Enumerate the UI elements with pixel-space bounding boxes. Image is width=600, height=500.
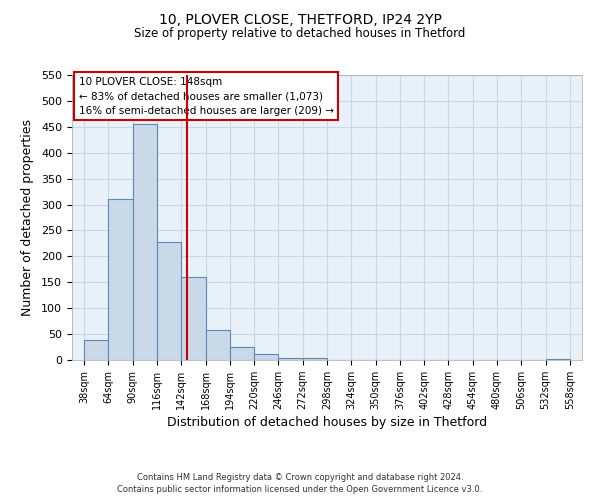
X-axis label: Distribution of detached houses by size in Thetford: Distribution of detached houses by size …: [167, 416, 487, 429]
Bar: [109, 200, 133, 360]
Bar: [545, 359, 570, 360]
Bar: [157, 242, 181, 360]
Bar: [303, 358, 327, 360]
Y-axis label: Number of detached properties: Number of detached properties: [21, 119, 34, 316]
Bar: [84, 340, 109, 360]
Text: Size of property relative to detached houses in Thetford: Size of property relative to detached ho…: [134, 28, 466, 40]
Bar: [206, 330, 230, 360]
Text: Contains HM Land Registry data © Crown copyright and database right 2024.: Contains HM Land Registry data © Crown c…: [137, 472, 463, 482]
Bar: [254, 354, 278, 360]
Text: 10, PLOVER CLOSE, THETFORD, IP24 2YP: 10, PLOVER CLOSE, THETFORD, IP24 2YP: [158, 12, 442, 26]
Bar: [133, 124, 157, 360]
Text: 10 PLOVER CLOSE: 148sqm
← 83% of detached houses are smaller (1,073)
16% of semi: 10 PLOVER CLOSE: 148sqm ← 83% of detache…: [79, 76, 334, 116]
Text: Contains public sector information licensed under the Open Government Licence v3: Contains public sector information licen…: [118, 485, 482, 494]
Bar: [278, 358, 303, 360]
Bar: [230, 347, 254, 360]
Bar: [181, 277, 206, 360]
